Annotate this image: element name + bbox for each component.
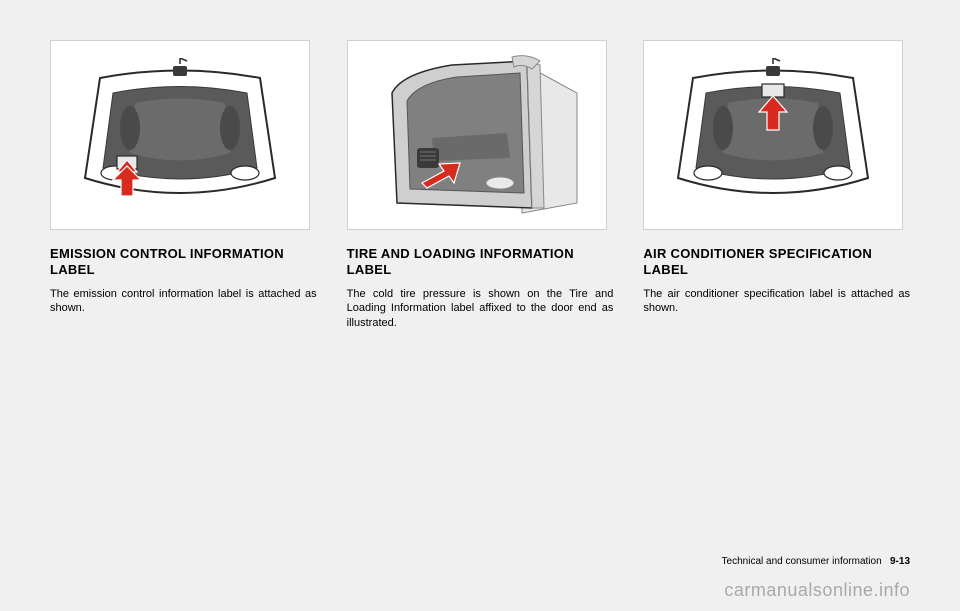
- illustration-door: [347, 40, 607, 230]
- footer-section: Technical and consumer information: [722, 556, 882, 567]
- section-tire: TIRE AND LOADING INFORMATION LABEL The c…: [347, 40, 614, 331]
- body-tire: The cold tire pressure is shown on the T…: [347, 287, 614, 332]
- page-footer: Technical and consumer information 9-13: [722, 556, 910, 567]
- body-ac: The air conditioner specification label …: [643, 287, 910, 317]
- illustration-emission-hood: [50, 40, 310, 230]
- body-emission: The emission control information label i…: [50, 287, 317, 317]
- footer-page: 9-13: [890, 556, 910, 567]
- manual-page: EMISSION CONTROL INFORMATION LABEL The e…: [0, 0, 960, 611]
- section-ac: AIR CONDITIONER SPECIFICATION LABEL The …: [643, 40, 910, 331]
- section-emission: EMISSION CONTROL INFORMATION LABEL The e…: [50, 40, 317, 331]
- watermark: carmanualsonline.info: [724, 580, 910, 601]
- heading-ac: AIR CONDITIONER SPECIFICATION LABEL: [643, 246, 910, 279]
- heading-emission: EMISSION CONTROL INFORMATION LABEL: [50, 246, 317, 279]
- illustration-ac-hood: [643, 40, 903, 230]
- heading-tire: TIRE AND LOADING INFORMATION LABEL: [347, 246, 614, 279]
- content-columns: EMISSION CONTROL INFORMATION LABEL The e…: [50, 40, 910, 331]
